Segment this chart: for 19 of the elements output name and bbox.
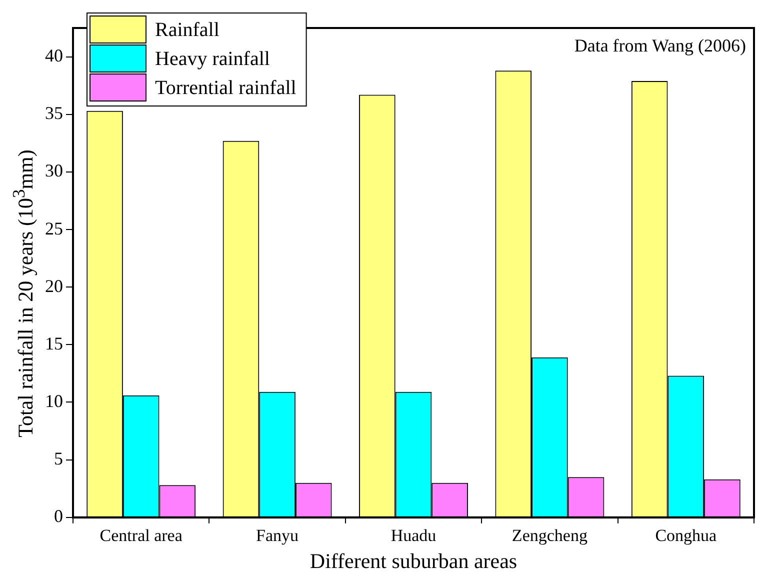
legend-label: Heavy rainfall — [155, 48, 270, 70]
y-tick-label: 40 — [45, 46, 63, 66]
legend-label: Torrential rainfall — [155, 76, 297, 99]
y-tick-label: 5 — [54, 448, 63, 469]
y-tick-label: 15 — [45, 333, 63, 354]
y-tick-label: 10 — [45, 390, 63, 411]
y-tick-label: 0 — [54, 506, 63, 526]
x-tick-label: Huadu — [390, 526, 437, 546]
y-tick-label: 30 — [45, 160, 63, 181]
x-tick-label: Central area — [100, 526, 183, 546]
x-tick-label: Fanyu — [256, 526, 300, 546]
y-tick-label: 35 — [45, 103, 63, 124]
y-tick-label: 25 — [45, 218, 63, 238]
y-tick-label: 20 — [45, 276, 63, 296]
x-axis-title: Different suburban areas — [310, 548, 518, 573]
x-tick-label: Zengcheng — [512, 526, 588, 546]
annotation: Data from Wang (2006) — [574, 36, 746, 56]
legend-label: Rainfall — [155, 18, 220, 41]
x-tick-label: Conghua — [655, 526, 718, 546]
